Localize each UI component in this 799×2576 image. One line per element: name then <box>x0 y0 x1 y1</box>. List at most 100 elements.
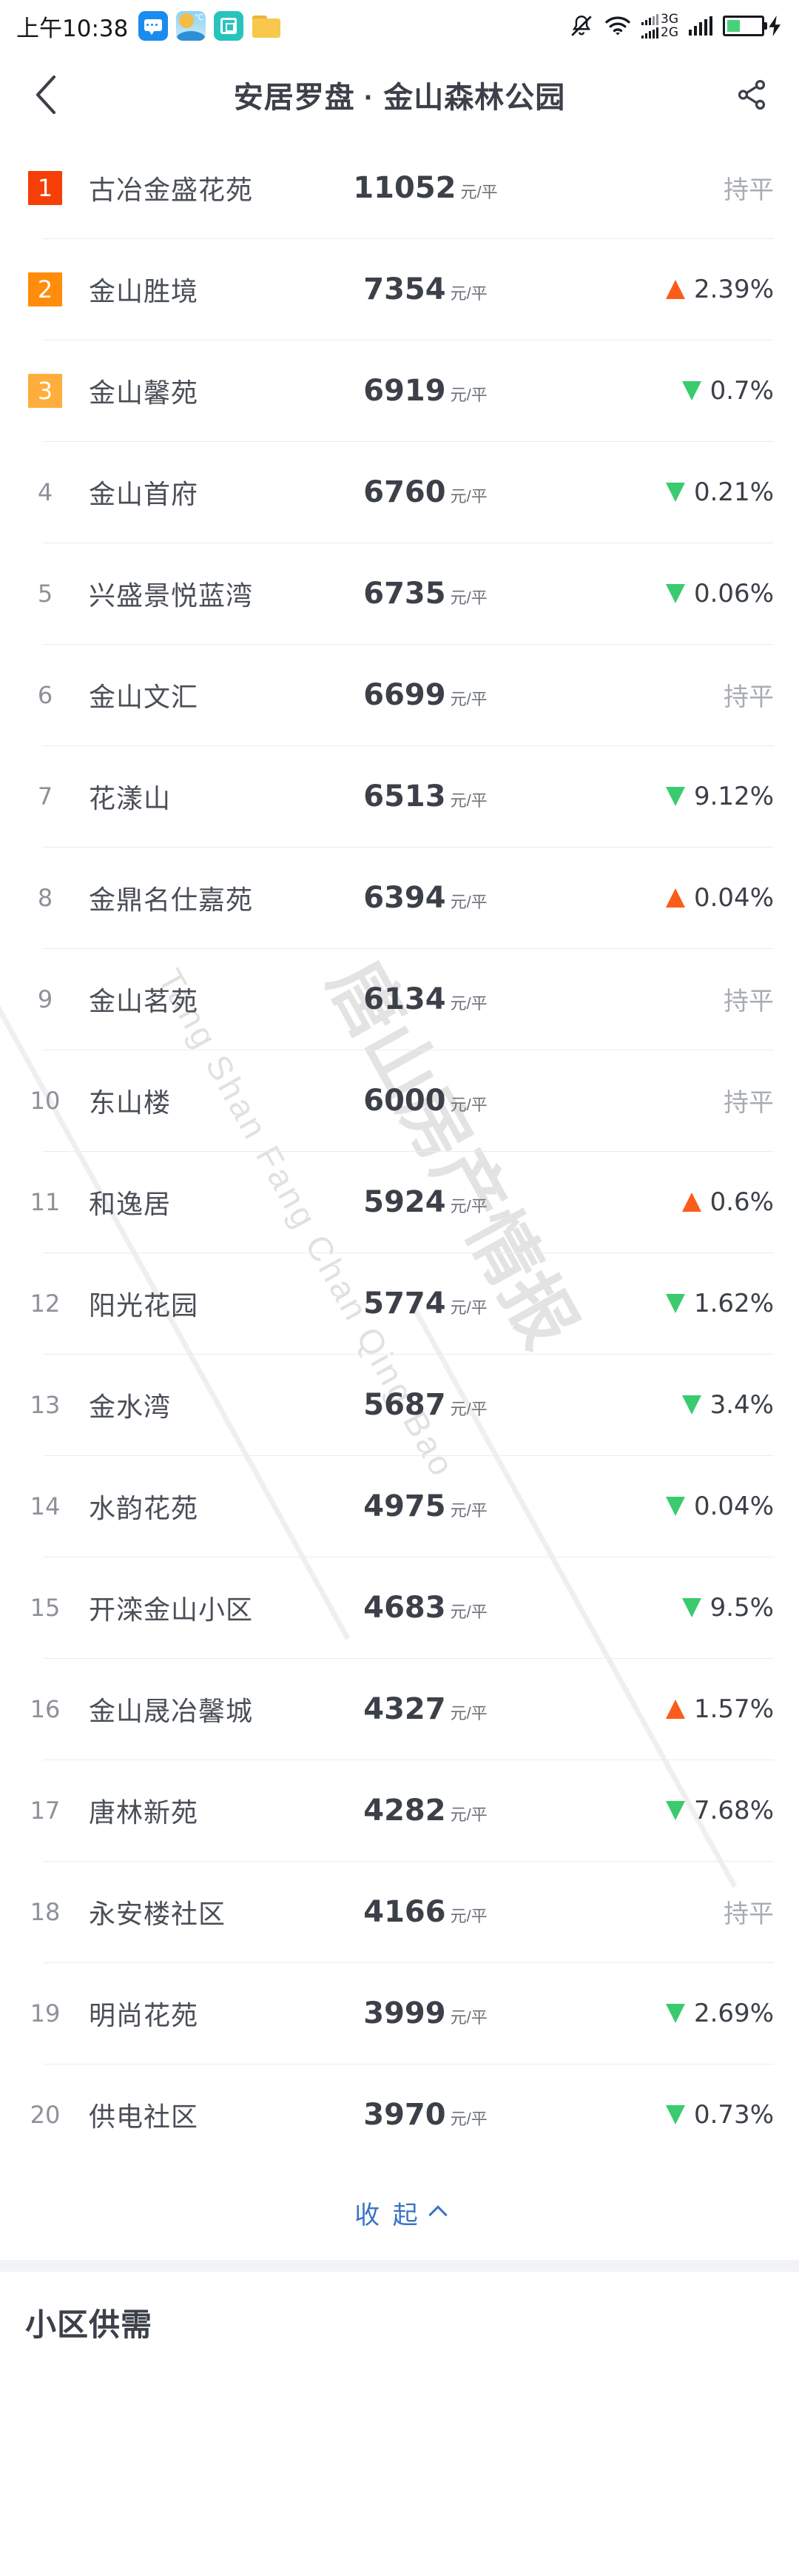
change-value: 2.39% <box>693 274 774 304</box>
price-unit: 元/平 <box>450 1399 488 1418</box>
rank-badge: 14 <box>30 1492 61 1520</box>
table-row[interactable]: 9 金山茗苑 6134 元/平 持平 <box>0 948 799 1050</box>
table-row[interactable]: 19 明尚花苑 3999 元/平 2.69% <box>0 1962 799 2064</box>
change-indicator: 2.69% <box>618 1999 774 2028</box>
price-unit: 元/平 <box>450 892 488 911</box>
table-row[interactable]: 12 阳光花园 5774 元/平 1.62% <box>0 1252 799 1354</box>
price-unit: 元/平 <box>450 993 488 1013</box>
change-indicator: 2.39% <box>618 275 774 304</box>
table-row[interactable]: 5 兴盛景悦蓝湾 6735 元/平 0.06% <box>0 543 799 644</box>
community-name: 金山馨苑 <box>89 377 199 408</box>
share-button[interactable] <box>729 73 774 117</box>
arrow-up-icon <box>665 279 685 299</box>
community-name: 金山文汇 <box>89 681 199 712</box>
price-unit: 元/平 <box>450 1500 488 1520</box>
change-indicator: 0.21% <box>618 477 774 507</box>
community-name: 金山茗苑 <box>89 985 199 1016</box>
arrow-down-icon <box>665 1293 685 1313</box>
rank-badge: 12 <box>30 1289 61 1318</box>
table-row[interactable]: 3 金山馨苑 6919 元/平 0.7% <box>0 340 799 441</box>
change-value: 持平 <box>724 1089 774 1117</box>
change-indicator: 持平 <box>618 170 774 206</box>
arrow-down-icon <box>681 380 701 400</box>
table-row[interactable]: 6 金山文汇 6699 元/平 持平 <box>0 644 799 745</box>
rank-badge: 9 <box>37 985 53 1013</box>
table-row[interactable]: 10 东山楼 6000 元/平 持平 <box>0 1050 799 1151</box>
change-value: 0.04% <box>693 882 774 913</box>
table-row[interactable]: 16 金山晟冶馨城 4327 元/平 1.57% <box>0 1658 799 1760</box>
price-value: 6919 <box>363 373 446 408</box>
change-indicator: 9.12% <box>618 782 774 811</box>
arrow-down-icon <box>681 1597 701 1617</box>
table-row[interactable]: 7 花漾山 6513 元/平 9.12% <box>0 745 799 847</box>
table-row[interactable]: 13 金水湾 5687 元/平 3.4% <box>0 1354 799 1455</box>
change-value: 0.06% <box>693 578 774 608</box>
change-indicator: 持平 <box>618 1894 774 1930</box>
table-row[interactable]: 20 供电社区 3970 元/平 0.73% <box>0 2064 799 2165</box>
price-value: 4166 <box>363 1894 446 1929</box>
back-button[interactable] <box>25 74 67 115</box>
community-name: 供电社区 <box>89 2101 199 2132</box>
rank-badge: 20 <box>30 2100 61 2129</box>
community-name: 金水湾 <box>89 1391 172 1422</box>
change-value: 2.69% <box>693 1998 774 2028</box>
chat-icon <box>138 11 169 41</box>
table-row[interactable]: 4 金山首府 6760 元/平 0.21% <box>0 441 799 543</box>
arrow-up-icon <box>665 888 685 908</box>
arrow-up-icon <box>681 1192 701 1212</box>
price-unit: 元/平 <box>450 1703 488 1723</box>
community-name: 和逸居 <box>89 1188 172 1219</box>
status-bar: 上午10:38 ℃ <box>0 0 799 52</box>
community-price-list: 1 古冶金盛花苑 11052 元/平 持平 2 金山胜境 7354 元/平 2.39% 3 金山馨苑 6… <box>0 137 799 2165</box>
table-row[interactable]: 2 金山胜境 7354 元/平 2.39% <box>0 238 799 340</box>
price-unit: 元/平 <box>450 791 488 810</box>
table-row[interactable]: 1 古冶金盛花苑 11052 元/平 持平 <box>0 137 799 238</box>
arrow-down-icon <box>665 786 685 806</box>
table-row[interactable]: 17 唐林新苑 4282 元/平 7.68% <box>0 1760 799 1861</box>
table-row[interactable]: 15 开滦金山小区 4683 元/平 9.5% <box>0 1557 799 1658</box>
community-name: 花漾山 <box>89 782 172 814</box>
signal-3g-icon: 3G 2G <box>641 13 678 39</box>
arrow-down-icon <box>665 1800 685 1820</box>
change-indicator: 持平 <box>618 1082 774 1118</box>
status-bar-app-icons: ℃ <box>138 11 281 41</box>
rank-badge: 6 <box>37 680 53 709</box>
change-indicator: 0.73% <box>618 2100 774 2130</box>
price-value: 6000 <box>363 1083 446 1118</box>
price-value: 3970 <box>363 2097 446 2132</box>
table-row[interactable]: 11 和逸居 5924 元/平 0.6% <box>0 1151 799 1252</box>
price-value: 3999 <box>363 1996 446 2030</box>
collapse-button[interactable]: 收 起 <box>0 2165 799 2260</box>
chevron-up-icon <box>428 2205 448 2224</box>
price-value: 5687 <box>363 1387 446 1422</box>
page-header: 安居罗盘 · 金山森林公园 <box>0 52 799 137</box>
table-row[interactable]: 18 永安楼社区 4166 元/平 持平 <box>0 1861 799 1962</box>
table-row[interactable]: 14 水韵花苑 4975 元/平 0.04% <box>0 1455 799 1557</box>
arrow-down-icon <box>665 1496 685 1516</box>
weather-unit-label: ℃ <box>194 13 204 22</box>
arrow-down-icon <box>665 583 685 603</box>
price-unit: 元/平 <box>450 2109 488 2128</box>
community-name: 开滦金山小区 <box>89 1594 254 1625</box>
rank-badge: 15 <box>30 1593 61 1622</box>
rank-badge: 17 <box>30 1796 61 1825</box>
change-value: 1.62% <box>693 1288 774 1318</box>
community-name: 阳光花园 <box>89 1289 199 1321</box>
price-value: 5924 <box>363 1184 446 1219</box>
section-title: 小区供需 <box>25 2307 153 2342</box>
change-value: 1.57% <box>693 1694 774 1724</box>
rank-badge: 19 <box>30 1999 61 2027</box>
change-indicator: 7.68% <box>618 1796 774 1825</box>
price-value: 6513 <box>363 779 446 814</box>
chevron-left-icon <box>36 75 56 114</box>
rank-badge: 18 <box>30 1897 61 1926</box>
community-name: 永安楼社区 <box>89 1898 226 1929</box>
status-bar-time: 上午10:38 <box>16 15 129 42</box>
signal-label-3g: 3G <box>661 12 678 27</box>
price-unit: 元/平 <box>450 486 488 506</box>
price-value: 11052 <box>353 170 456 205</box>
change-value: 持平 <box>724 1900 774 1928</box>
table-row[interactable]: 8 金鼎名仕嘉苑 6394 元/平 0.04% <box>0 847 799 948</box>
price-unit: 元/平 <box>450 1906 488 1925</box>
weather-icon: ℃ <box>176 11 206 41</box>
